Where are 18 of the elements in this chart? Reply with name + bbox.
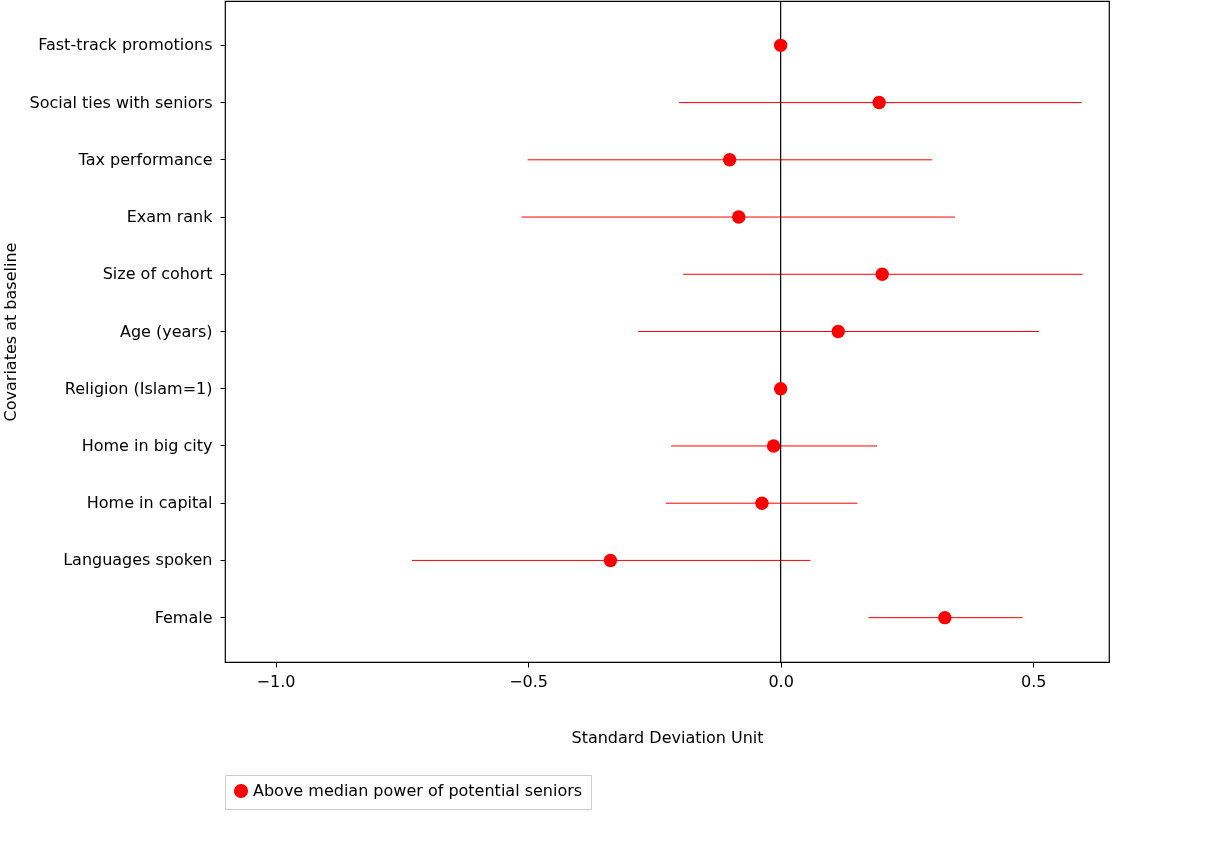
y-tick-label: Social ties with seniors bbox=[29, 92, 213, 112]
x-tick-label: −1.0 bbox=[256, 671, 296, 691]
y-tick-label: Fast-track promotions bbox=[38, 35, 213, 55]
y-tick-label: Female bbox=[154, 607, 213, 627]
y-tick-label: Size of cohort bbox=[102, 264, 213, 284]
y-tick-label: Age (years) bbox=[119, 321, 213, 341]
x-tick-label: 0.5 bbox=[1021, 671, 1047, 691]
x-tick-label: −0.5 bbox=[509, 671, 549, 691]
y-tick-label: Tax performance bbox=[77, 149, 213, 169]
y-tick-label: Home in big city bbox=[81, 435, 213, 455]
y-axis-title: Covariates at baseline bbox=[1, 242, 21, 422]
y-tick-label: Languages spoken bbox=[63, 550, 213, 570]
x-axis-title: Standard Deviation Unit bbox=[571, 727, 764, 747]
y-tick-label: Home in capital bbox=[86, 493, 213, 513]
x-tick-label: 0.0 bbox=[768, 671, 794, 691]
y-tick-label: Exam rank bbox=[126, 207, 214, 227]
legend-label: Above median power of potential seniors bbox=[253, 781, 583, 800]
y-tick-label: Religion (Islam=1) bbox=[64, 378, 213, 398]
